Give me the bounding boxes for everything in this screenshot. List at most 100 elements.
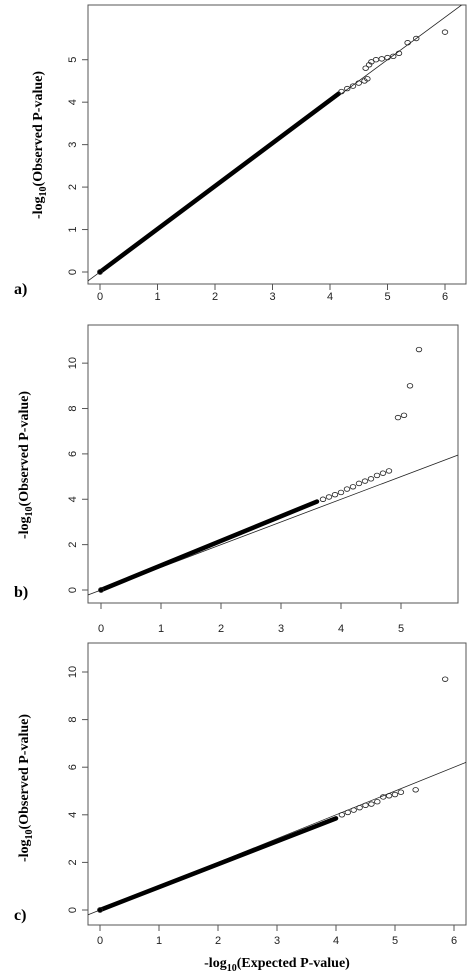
x-tick-label: 1: [156, 935, 162, 947]
y-tick-label: 4: [67, 99, 79, 105]
y-tick-label: 6: [67, 764, 79, 770]
data-point: [356, 804, 363, 811]
data-point: [344, 85, 351, 92]
y-axis-label: -log10(Observed P-value): [31, 71, 49, 219]
qq-plot-panel-c: 0 1 2 3 4 5 6 0 2 4 6 8 10 -log10(Observed P-value) c)…: [0, 640, 474, 978]
data-point: [384, 54, 391, 61]
x-tick-label: 2: [215, 935, 221, 947]
y-tick-label: 5: [67, 57, 79, 63]
data-point: [385, 468, 393, 474]
x-tick-label: 6: [451, 935, 457, 947]
data-point: [350, 807, 357, 813]
data-point: [379, 470, 387, 476]
y-tick-label: 3: [67, 142, 79, 148]
data-point: [97, 269, 103, 275]
data-point: [367, 476, 375, 482]
data-point: [373, 472, 381, 479]
y-tick-label: 6: [67, 451, 79, 457]
data-point: [413, 35, 420, 42]
data-point: [390, 53, 397, 60]
data-point: [362, 65, 369, 71]
x-tick-label: 0: [98, 623, 104, 635]
data-point: [362, 802, 369, 808]
panel-label: c): [14, 907, 26, 924]
qq-plot-a: 0 1 2 3 4 5 6 0 1 2 3 4 5 -log10(Observed P-value) a): [14, 4, 467, 303]
data-point: [338, 812, 346, 818]
data-point: [391, 791, 399, 798]
x-tick-label: 4: [327, 291, 333, 303]
y-tick-label: 8: [67, 405, 79, 411]
x-tick-label: 0: [97, 935, 103, 947]
data-point: [397, 789, 405, 795]
x-tick-label: 4: [338, 623, 344, 635]
x-tick-label: 6: [442, 291, 448, 303]
data-point: [378, 56, 385, 62]
y-axis-label: -log10(Observed P-value): [17, 714, 35, 862]
data-point: [338, 88, 345, 95]
data-point: [331, 492, 339, 498]
data-point: [337, 489, 345, 496]
data-point: [364, 76, 371, 82]
x-tick-label: 5: [384, 291, 390, 303]
data-point: [380, 794, 387, 800]
data-point: [365, 62, 373, 68]
y-tick-label: 8: [67, 717, 79, 723]
x-tick-label: 2: [218, 623, 224, 635]
panel-label: b): [14, 584, 28, 601]
y-tick-label: 0: [67, 907, 79, 913]
x-tick-label: 5: [392, 935, 398, 947]
data-point: [349, 83, 357, 89]
x-tick-label: 0: [97, 291, 103, 303]
y-tick-label: 2: [67, 184, 79, 190]
data-point: [441, 29, 449, 35]
data-point: [325, 494, 333, 500]
data-point: [372, 57, 380, 63]
data-point: [349, 484, 357, 490]
data-point: [395, 50, 403, 57]
data-point: [406, 383, 414, 389]
y-tick-label: 1: [67, 226, 79, 232]
x-tick-label: 3: [278, 623, 284, 635]
data-point: [374, 799, 381, 805]
data-point: [385, 793, 393, 799]
qq-plot-b: 0 1 2 3 4 5 0 2 4 6 8 10 -log10(Observed P-value) b): [14, 324, 459, 635]
data-point: [343, 486, 351, 492]
plot-frame: [87, 642, 467, 926]
x-tick-label: 1: [158, 623, 164, 635]
plot-frame: [87, 4, 467, 285]
data-point: [98, 587, 104, 593]
data-point: [412, 787, 419, 793]
y-tick-label: 0: [67, 587, 79, 593]
data-point: [344, 809, 351, 816]
y-axis-label: -log10(Observed P-value): [17, 391, 35, 539]
y-tick-label: 4: [67, 496, 79, 502]
plot-frame: [87, 324, 459, 604]
dense-points: [97, 816, 339, 913]
x-tick-label: 1: [154, 291, 160, 303]
data-point: [97, 907, 103, 913]
y-tick-label: 0: [67, 269, 79, 275]
qq-plot-c: 0 1 2 3 4 5 6 0 2 4 6 8 10 -log10(Observed P-value) c)…: [14, 642, 467, 974]
data-point: [394, 414, 402, 421]
data-point: [368, 801, 375, 807]
dense-points: [97, 91, 341, 275]
panel-label: a): [14, 281, 27, 298]
data-point: [400, 412, 408, 419]
data-point: [404, 40, 411, 46]
y-tick-label: 2: [67, 542, 79, 548]
y-tick-label: 2: [67, 859, 79, 865]
y-tick-label: 10: [67, 666, 79, 678]
data-point: [319, 496, 327, 502]
x-axis-label: -log10(Expected P-value): [204, 956, 350, 974]
data-point: [415, 346, 423, 353]
x-tick-label: 4: [333, 935, 339, 947]
data-point: [361, 478, 369, 484]
y-tick-label: 4: [67, 812, 79, 818]
qq-plot-panel-a: 0 1 2 3 4 5 6 0 1 2 3 4 5 -log10(Observed P-value) a): [0, 0, 474, 320]
y-tick-label: 10: [67, 357, 79, 369]
data-point: [441, 676, 449, 682]
x-tick-label: 3: [269, 291, 275, 303]
data-point: [355, 80, 362, 86]
x-tick-label: 2: [212, 291, 218, 303]
x-tick-label: 5: [398, 623, 404, 635]
